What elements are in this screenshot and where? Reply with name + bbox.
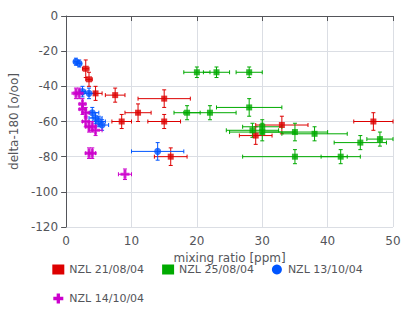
svg-text:NZL 25/08/04: NZL 25/08/04 xyxy=(179,263,254,276)
svg-text:40: 40 xyxy=(320,234,335,248)
svg-text:50: 50 xyxy=(385,234,400,248)
svg-text:mixing ratio [ppm]: mixing ratio [ppm] xyxy=(173,250,286,265)
svg-text:-40: -40 xyxy=(39,79,59,93)
svg-text:delta-180 [o/oo]: delta-180 [o/oo] xyxy=(7,73,21,170)
svg-text:20: 20 xyxy=(189,234,204,248)
svg-text:0: 0 xyxy=(62,234,70,248)
svg-text:0: 0 xyxy=(50,9,58,23)
svg-text:10: 10 xyxy=(124,234,139,248)
svg-text:-100: -100 xyxy=(31,185,58,199)
svg-text:-60: -60 xyxy=(39,115,59,129)
svg-text:-20: -20 xyxy=(39,44,59,58)
svg-text:30: 30 xyxy=(255,234,270,248)
svg-text:-80: -80 xyxy=(39,150,59,164)
svg-text:NZL 13/10/04: NZL 13/10/04 xyxy=(288,263,363,276)
svg-text:NZL 14/10/04: NZL 14/10/04 xyxy=(69,292,144,305)
svg-text:-120: -120 xyxy=(31,220,58,234)
svg-text:NZL 21/08/04: NZL 21/08/04 xyxy=(69,263,144,276)
